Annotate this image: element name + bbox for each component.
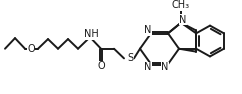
Text: O: O xyxy=(27,44,35,54)
Text: N: N xyxy=(144,62,152,72)
Text: S: S xyxy=(127,53,133,63)
Text: CH₃: CH₃ xyxy=(172,0,190,10)
Text: N: N xyxy=(144,25,152,35)
Text: N: N xyxy=(161,62,169,72)
Text: NH: NH xyxy=(84,29,98,39)
Text: O: O xyxy=(97,61,105,71)
Text: N: N xyxy=(179,15,187,25)
